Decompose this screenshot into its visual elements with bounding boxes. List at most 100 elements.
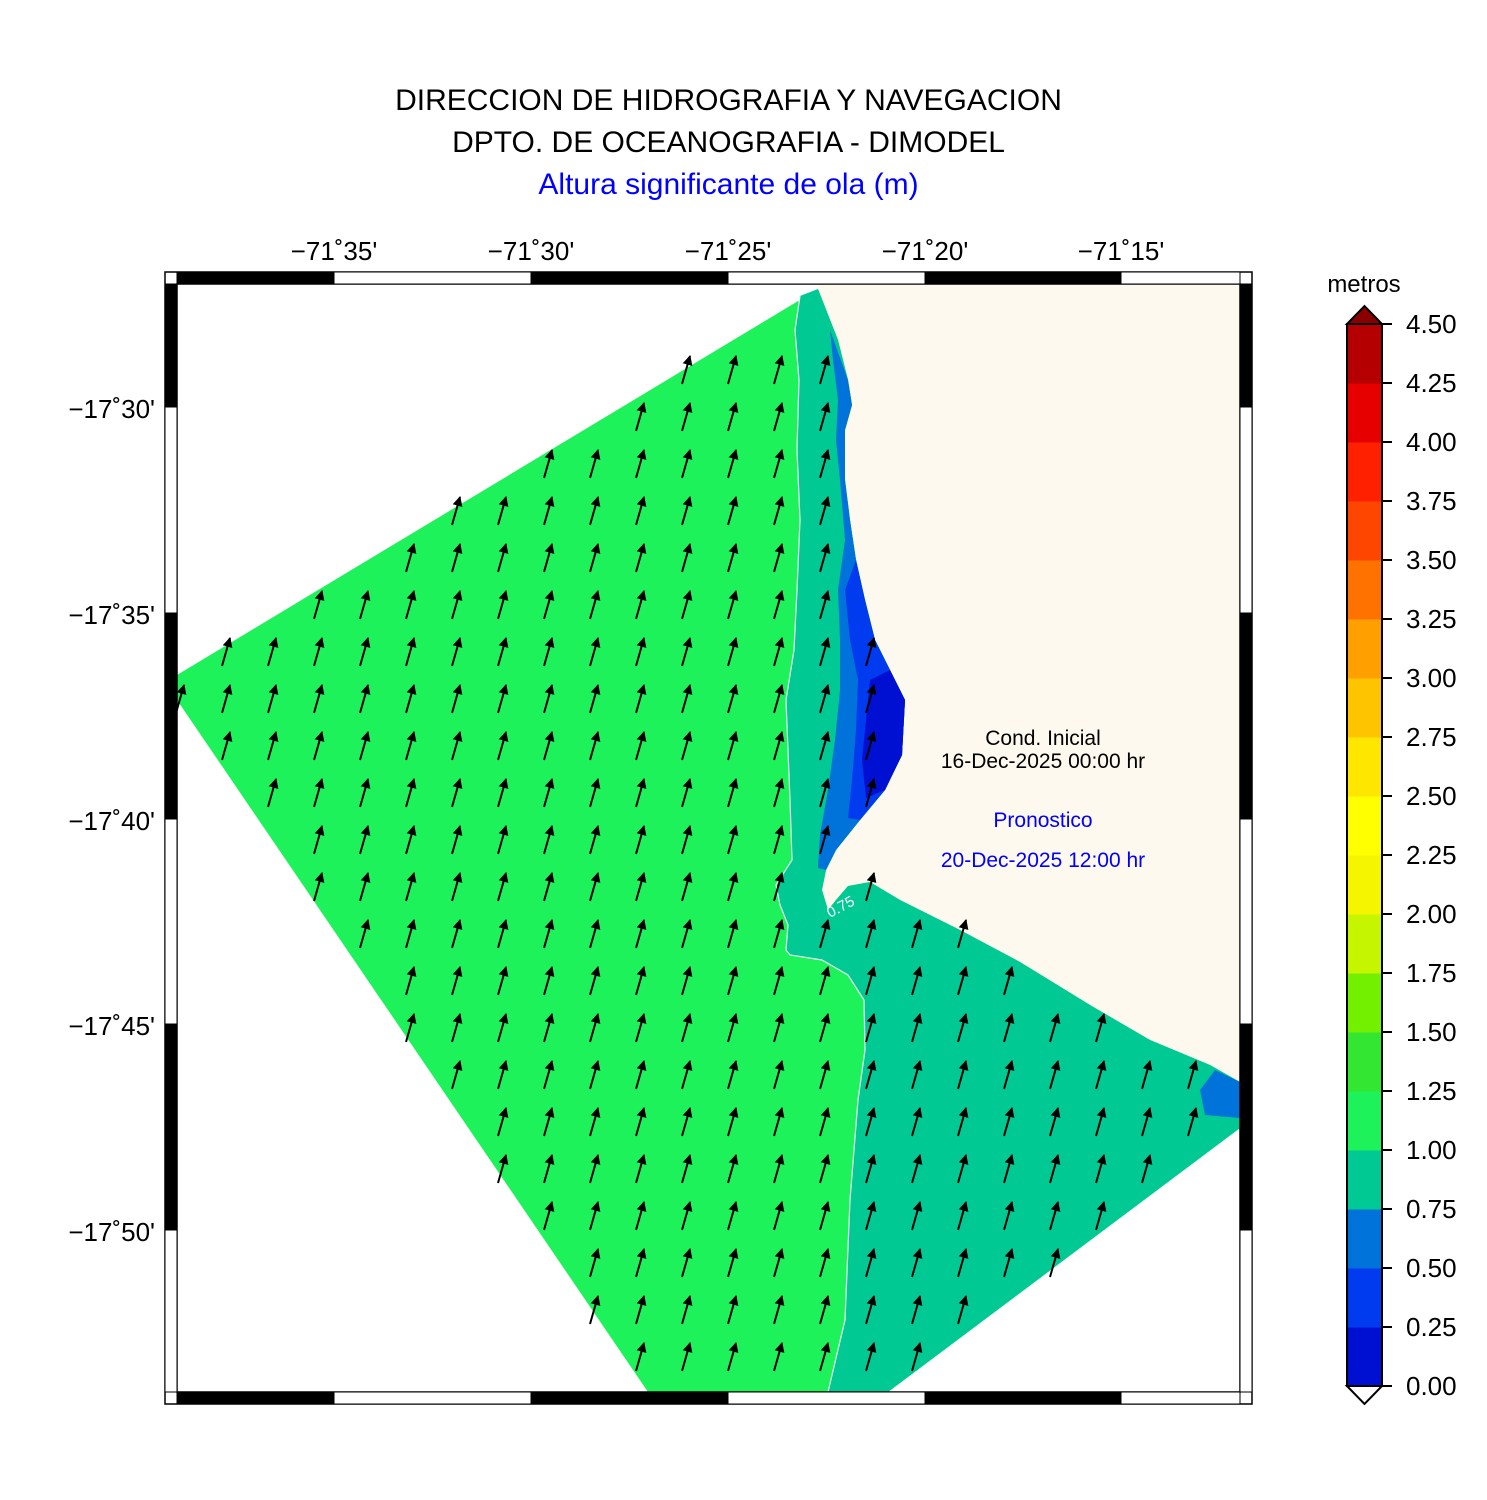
lon-tick-label: −71˚25' [685,236,772,266]
wave-direction-arrow [635,731,647,761]
wave-direction-arrow [727,1107,739,1137]
wave-direction-arrow [819,966,831,996]
wave-direction-arrow [359,778,371,808]
wave-direction-arrow [819,543,831,573]
wave-direction-arrow [497,919,509,949]
wave-direction-arrow [359,731,371,761]
wave-direction-arrow [727,1248,739,1278]
wave-direction-arrow [865,1107,877,1137]
wave-direction-arrow [773,731,785,761]
wave-direction-arrow [727,966,739,996]
wave-direction-arrow [635,872,647,902]
wave-direction-arrow [681,449,693,479]
wave-direction-arrow [1003,1154,1015,1184]
map-area: 0.75 [177,284,1240,1392]
wave-direction-arrow [497,966,509,996]
wave-direction-arrow [773,966,785,996]
wave-direction-arrow [681,825,693,855]
wave-direction-arrow [819,402,831,432]
wave-direction-arrow [543,496,555,526]
wave-direction-arrow [865,919,877,949]
wave-direction-arrow [635,684,647,714]
wave-direction-arrow [635,1154,647,1184]
wave-direction-arrow [819,1107,831,1137]
colorbar-tick-label: 3.25 [1406,604,1457,634]
wave-direction-arrow [681,1295,693,1325]
colorbar-tick-label: 1.00 [1406,1135,1457,1165]
wave-direction-arrow [451,872,463,902]
wave-direction-arrow [405,1013,417,1043]
wave-direction-arrow [589,825,601,855]
frame-band [176,271,335,285]
wave-direction-arrow [773,355,785,385]
colorbar: 0.00 0.25 0.50 0.75 1.00 1.25 1.50 1.75 2.00 2.25… [1344,304,1457,1406]
colorbar-segment [1347,324,1382,384]
wave-direction-arrow [1095,1013,1107,1043]
colorbar-tick-label: 2.75 [1406,722,1457,752]
frame-band [530,1391,729,1405]
wave-direction-arrow [359,590,371,620]
frame-band [164,406,178,614]
wave-direction-arrow [911,1295,923,1325]
wave-direction-arrow [681,637,693,667]
title-line-1: DIRECCION DE HIDROGRAFIA Y NAVEGACION [395,84,1062,117]
wave-direction-arrow [635,496,647,526]
wave-direction-arrow [221,731,233,761]
colorbar-segment [1347,1150,1382,1210]
frame-band [1120,1391,1241,1405]
wave-direction-arrow [635,1060,647,1090]
wave-direction-arrow [451,543,463,573]
wave-direction-arrow [911,1248,923,1278]
wave-direction-arrow [635,1248,647,1278]
wave-direction-arrow [1049,1013,1061,1043]
colorbar-segment [1347,501,1382,561]
wave-direction-arrow [911,1342,923,1372]
frame-band [727,271,926,285]
wave-direction-arrow [1049,1154,1061,1184]
wave-direction-arrow [635,449,647,479]
wave-direction-arrow [773,496,785,526]
wave-direction-arrow [1003,1201,1015,1231]
wave-direction-arrow [727,355,739,385]
wave-direction-arrow [313,590,325,620]
colorbar-segment [1347,442,1382,502]
wave-direction-arrow [957,919,969,949]
lon-tick-label: −71˚30' [488,236,575,266]
wave-direction-arrow [497,731,509,761]
wave-direction-arrow [727,825,739,855]
wave-direction-arrow [543,543,555,573]
wave-direction-arrow [313,778,325,808]
colorbar-segment [1347,1209,1382,1269]
wave-direction-arrow [497,872,509,902]
wave-direction-arrow [681,1248,693,1278]
wave-direction-arrow [819,449,831,479]
frame-band [333,1391,532,1405]
wave-direction-arrow [543,966,555,996]
wave-direction-arrow [865,966,877,996]
sea-wave-zone-0-50-0-75-south [1200,1070,1240,1118]
wave-direction-arrow [497,496,509,526]
colorbar-segment [1347,737,1382,797]
wave-direction-arrow [359,684,371,714]
wave-direction-arrow [405,966,417,996]
wave-direction-arrow [865,1060,877,1090]
wave-direction-arrow [819,731,831,761]
wave-direction-arrow [405,684,417,714]
wave-direction-arrow [819,637,831,667]
wave-direction-arrow [773,684,785,714]
title-line-2: DPTO. DE OCEANOGRAFIA - DIMODEL [452,126,1005,159]
colorbar-segment [1347,619,1382,679]
wave-direction-arrow [957,1060,969,1090]
wave-direction-arrow [1003,966,1015,996]
wave-direction-arrow [405,778,417,808]
wave-direction-arrow [1049,1248,1061,1278]
wave-direction-arrow [1003,1013,1015,1043]
wave-direction-arrow [681,1201,693,1231]
wave-direction-arrow [543,1107,555,1137]
wave-direction-arrow [635,543,647,573]
colorbar-tick-label: 4.50 [1406,309,1457,339]
frame-band [164,1229,178,1393]
wave-direction-arrow [267,684,279,714]
wave-direction-arrow [865,1342,877,1372]
wave-direction-arrow [497,637,509,667]
